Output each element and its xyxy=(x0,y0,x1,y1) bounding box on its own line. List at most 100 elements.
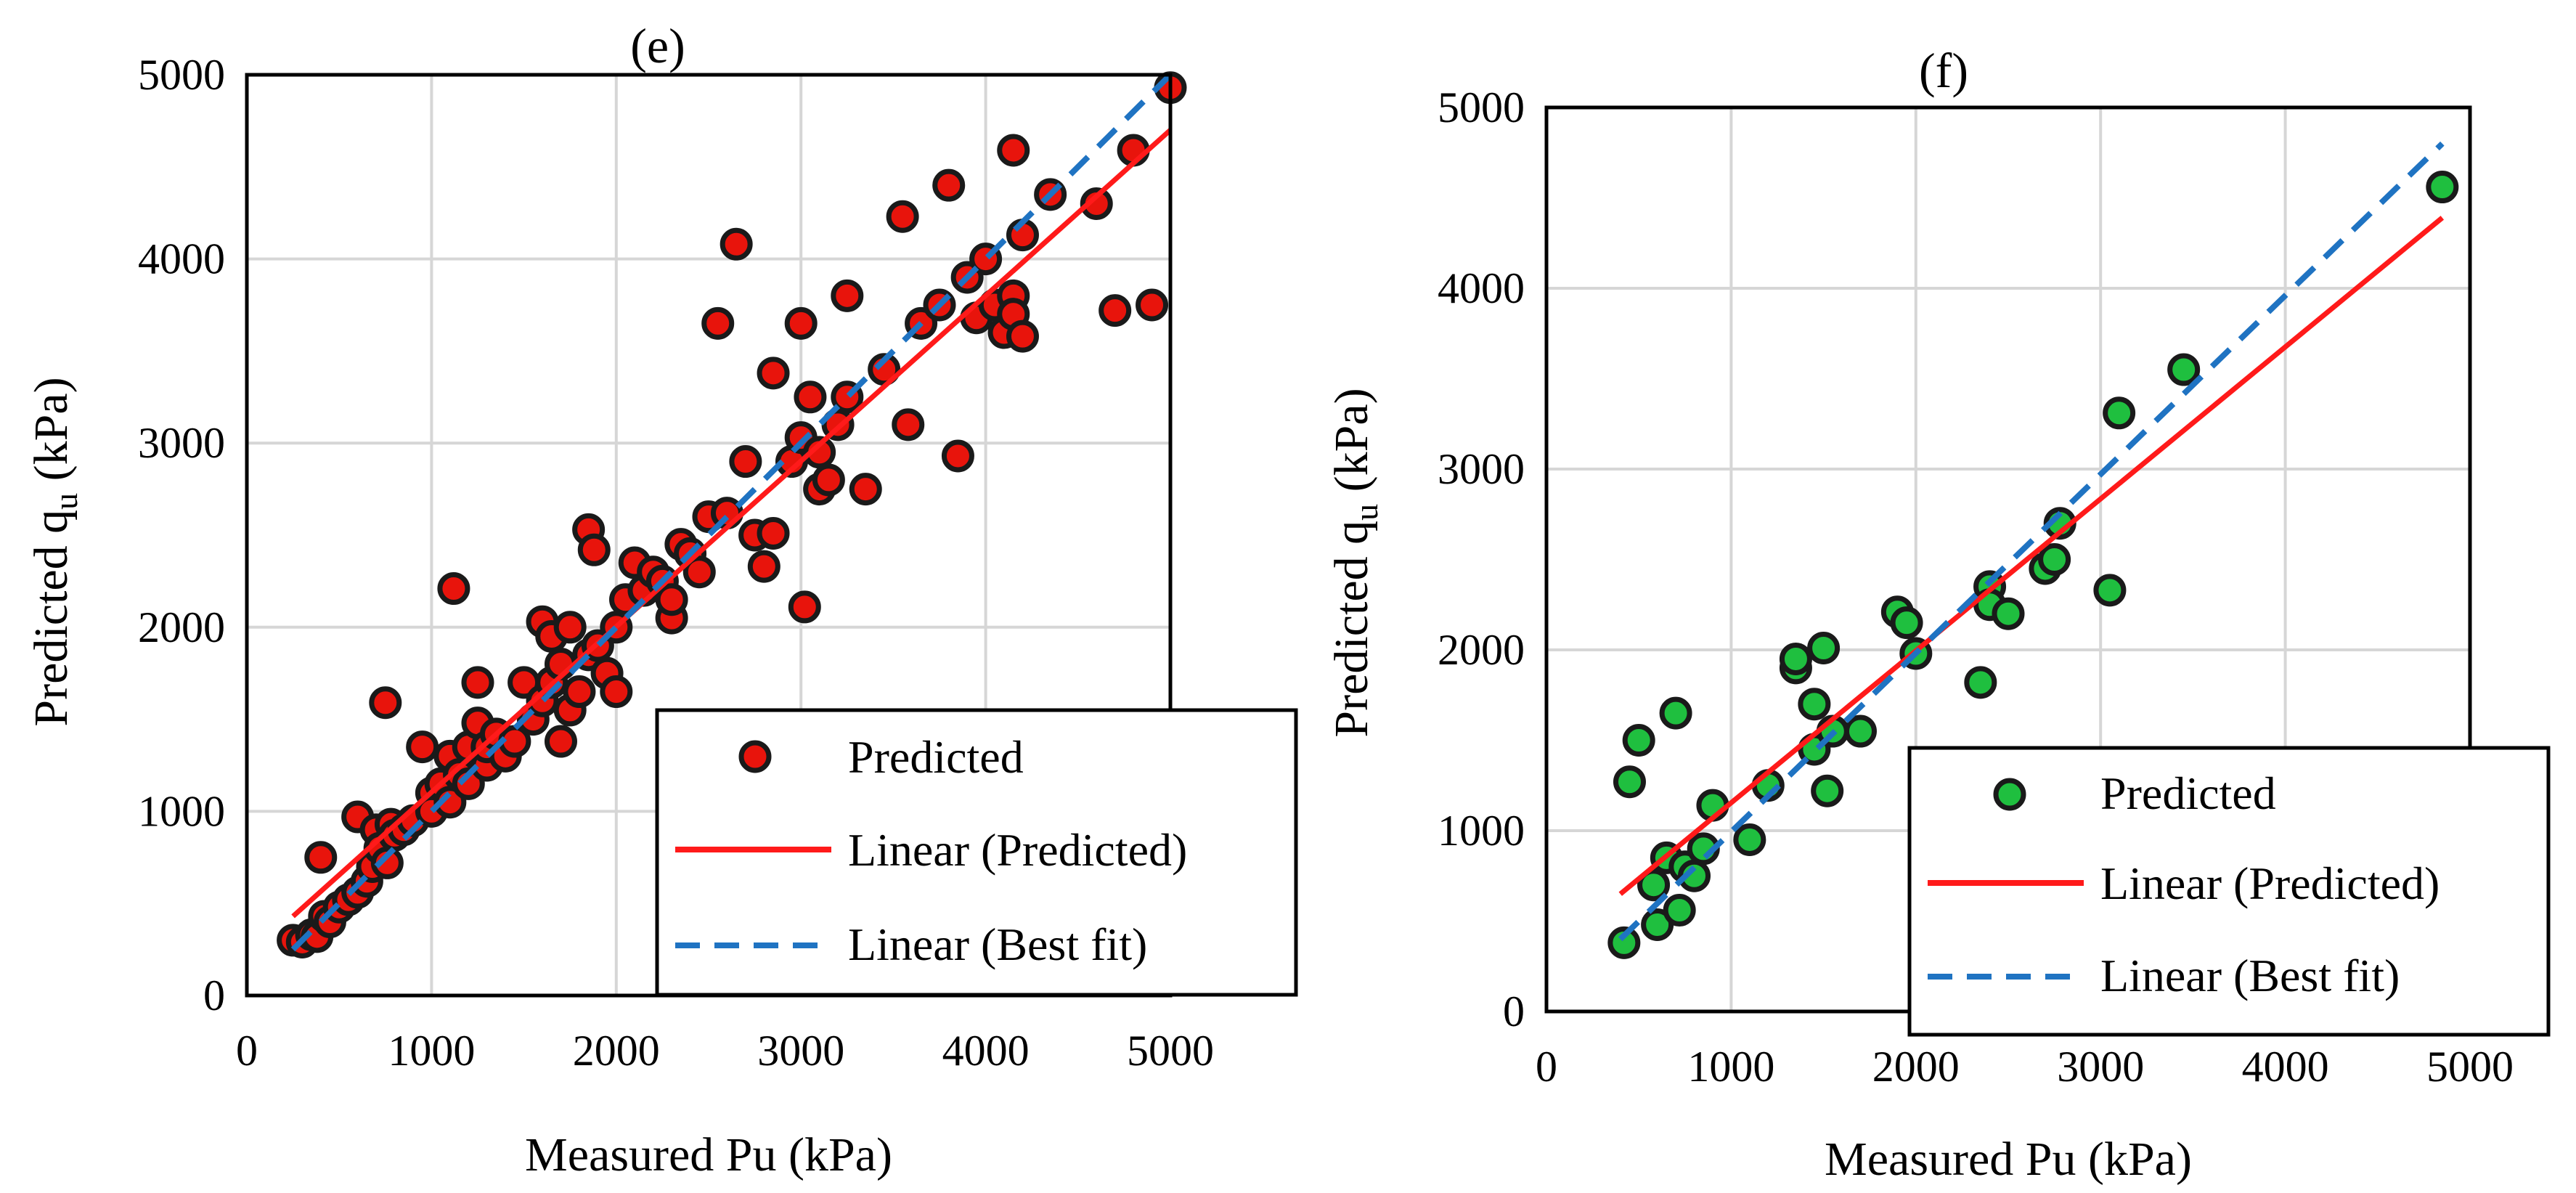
chart-e-y-tick-label: 4000 xyxy=(138,235,225,283)
chart-e-data-point xyxy=(406,730,439,764)
chart-f-x-tick-label: 2000 xyxy=(1872,1043,1960,1091)
chart-e-data-point xyxy=(892,408,925,441)
chart-e-y-label-subscript: u xyxy=(47,493,84,510)
chart-e-data-point xyxy=(577,533,611,566)
chart-f-points xyxy=(1607,171,2459,959)
chart-f-data-point xyxy=(1613,765,1646,799)
chart-e-x-tick-label: 2000 xyxy=(573,1027,660,1075)
chart-e-data-point xyxy=(1006,319,1039,353)
chart-e-data-point xyxy=(803,436,836,469)
chart-e-y-tick-label: 3000 xyxy=(138,419,225,467)
chart-e-linear-predicted-path xyxy=(291,128,1173,919)
chart-f-data-point xyxy=(2038,543,2071,576)
chart-e-best-fit-line xyxy=(290,73,1173,952)
chart-f-data-point xyxy=(1798,688,1831,721)
chart-e-title: (e) xyxy=(630,18,685,73)
chart-e-data-point xyxy=(720,227,753,261)
chart-e-data-point xyxy=(544,725,577,758)
chart-f-data-point xyxy=(1964,666,1997,699)
chart-f-data-point xyxy=(1807,632,1841,665)
chart-e-data-point xyxy=(932,168,966,202)
chart-f-data-point xyxy=(1992,597,2025,630)
chart-e-points xyxy=(277,71,1187,958)
chart-f-legend-best-fit-label: Linear (Best fit) xyxy=(2100,950,2400,1001)
chart-f-y-tick-label: 5000 xyxy=(1438,84,1525,131)
chart-e-y-tick-label: 0 xyxy=(203,972,225,1019)
chart-e-x-tick-label: 1000 xyxy=(388,1027,475,1075)
chart-e-data-point xyxy=(729,445,762,479)
chart-e-data-point xyxy=(747,550,780,583)
chart-e-data-point xyxy=(997,134,1030,167)
chart-f-y-tick-label: 2000 xyxy=(1438,626,1525,674)
chart-f-x-tick-label: 4000 xyxy=(2242,1043,2329,1091)
chart-f-legend-linear-predicted-label: Linear (Predicted) xyxy=(2100,858,2440,909)
chart-f-data-point xyxy=(2167,353,2201,386)
chart-e-data-point xyxy=(831,279,864,312)
chart-f-y-tick-label: 3000 xyxy=(1438,445,1525,493)
chart-f-data-point xyxy=(2103,396,2136,430)
chart-e-data-point xyxy=(369,686,402,720)
chart-e-y-ticks: 0 1000 2000 3000 4000 5000 xyxy=(138,51,225,1019)
chart-e-data-point xyxy=(437,572,470,606)
chart-f-title: (f) xyxy=(1919,43,1968,98)
chart-f-legend: Predicted Linear (Predicted) Linear (Bes… xyxy=(1907,746,2551,1037)
chart-f-x-ticks: 0 1000 2000 3000 4000 5000 xyxy=(1536,1043,2514,1091)
chart-f-x-tick-label: 5000 xyxy=(2426,1043,2514,1091)
chart-f-data-point xyxy=(1733,823,1766,856)
chart-e-data-point xyxy=(886,200,919,233)
chart-e-data-point xyxy=(794,380,827,414)
chart-f-data-point xyxy=(1663,894,1696,927)
chart-e-data-point xyxy=(849,473,882,506)
chart-e: 0 1000 2000 3000 4000 5000 0 1000 2000 3000 4000 5… xyxy=(25,18,1298,1181)
chart-e-x-tick-label: 5000 xyxy=(1127,1027,1214,1075)
chart-f-x-tick-label: 3000 xyxy=(2057,1043,2144,1091)
chart-f-data-point xyxy=(1890,606,1923,640)
chart-e-x-axis-label: Measured Pu (kPa) xyxy=(525,1128,892,1181)
chart-e-best-fit-path xyxy=(290,73,1173,952)
chart-f-data-point xyxy=(1641,908,1674,941)
chart-e-legend-predicted-marker xyxy=(738,740,772,773)
chart-f-best-fit-line xyxy=(1618,141,2445,942)
chart-f-data-point xyxy=(1622,724,1655,757)
chart-e-legend-predicted-label: Predicted xyxy=(848,731,1024,783)
chart-e-x-tick-label: 4000 xyxy=(942,1027,1030,1075)
chart-f: 0 1000 2000 3000 4000 5000 0 1000 2000 3000 4000 5… xyxy=(1325,43,2551,1186)
chart-f-data-point xyxy=(2426,171,2459,204)
chart-e-y-label-main: Predicted q xyxy=(25,510,78,727)
chart-e-data-point xyxy=(1136,288,1169,322)
chart-e-data-point xyxy=(757,357,790,390)
chart-f-linear-predicted-line xyxy=(1618,216,2445,896)
chart-f-x-axis-label: Measured Pu (kPa) xyxy=(1825,1133,2192,1186)
chart-e-data-point xyxy=(941,439,974,473)
chart-f-best-fit-path xyxy=(1618,141,2445,942)
chart-e-linear-predicted-line xyxy=(291,128,1173,919)
chart-f-x-tick-label: 0 xyxy=(1536,1043,1557,1091)
chart-e-legend-linear-predicted-label: Linear (Predicted) xyxy=(848,824,1187,876)
chart-e-data-point xyxy=(788,590,821,624)
chart-e-data-point xyxy=(1080,187,1113,221)
chart-e-y-tick-label: 2000 xyxy=(138,603,225,651)
chart-f-data-point xyxy=(2093,574,2127,607)
chart-f-data-point xyxy=(1607,926,1641,959)
chart-e-legend: Predicted Linear (Predicted) Linear (Bes… xyxy=(655,708,1298,997)
chart-f-y-label-subscript: u xyxy=(1348,504,1385,521)
chart-f-y-label-main: Predicted q xyxy=(1325,521,1378,738)
chart-e-data-point xyxy=(461,666,494,699)
chart-e-legend-best-fit-label: Linear (Best fit) xyxy=(848,919,1147,970)
chart-f-y-tick-label: 1000 xyxy=(1438,807,1525,855)
chart-f-data-point xyxy=(1811,774,1844,807)
chart-f-linear-predicted-path xyxy=(1618,216,2445,896)
chart-f-y-label-suffix: (kPa) xyxy=(1325,388,1378,503)
chart-f-data-point xyxy=(1659,696,1692,730)
chart-e-data-point xyxy=(1099,294,1132,327)
chart-f-data-point xyxy=(1637,868,1671,902)
chart-f-legend-predicted-label: Predicted xyxy=(2100,767,2276,819)
chart-f-y-tick-label: 0 xyxy=(1503,988,1525,1035)
chart-e-data-point xyxy=(304,841,338,874)
chart-e-grid xyxy=(247,75,1170,995)
chart-e-x-tick-label: 0 xyxy=(236,1027,258,1075)
chart-f-data-point xyxy=(1779,642,1812,675)
chart-f-data-point xyxy=(1843,714,1877,748)
chart-e-data-point xyxy=(682,555,716,589)
